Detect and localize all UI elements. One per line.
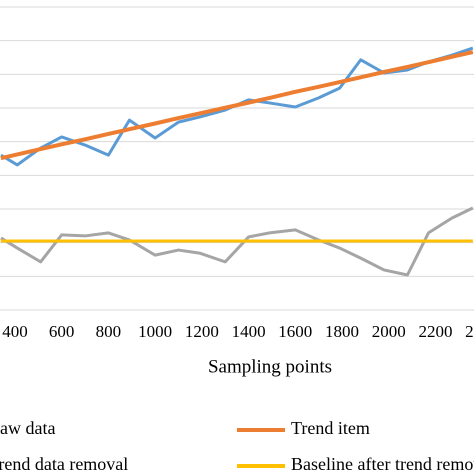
x-tick-label: 2400	[465, 322, 474, 341]
x-tick-label: 400	[2, 322, 28, 341]
x-tick-label: 1400	[232, 322, 266, 341]
x-tick-label: 800	[96, 322, 122, 341]
x-tick-label: 2200	[418, 322, 452, 341]
legend-label: Baseline after trend removal	[291, 454, 474, 474]
x-tick-label: 1000	[138, 322, 172, 341]
legend-label: Trend data removal	[0, 454, 128, 474]
x-tick-label: 1600	[278, 322, 312, 341]
series-line	[0, 206, 474, 277]
x-tick-label: 600	[49, 322, 75, 341]
x-tick-label: 1800	[325, 322, 359, 341]
legend-label: Raw data	[0, 418, 55, 438]
series-line	[0, 50, 474, 161]
legend-label: Trend item	[291, 418, 370, 438]
x-tick-label: 1200	[185, 322, 219, 341]
x-tick-label: 2000	[372, 322, 406, 341]
x-axis-title: Sampling points	[208, 356, 332, 377]
